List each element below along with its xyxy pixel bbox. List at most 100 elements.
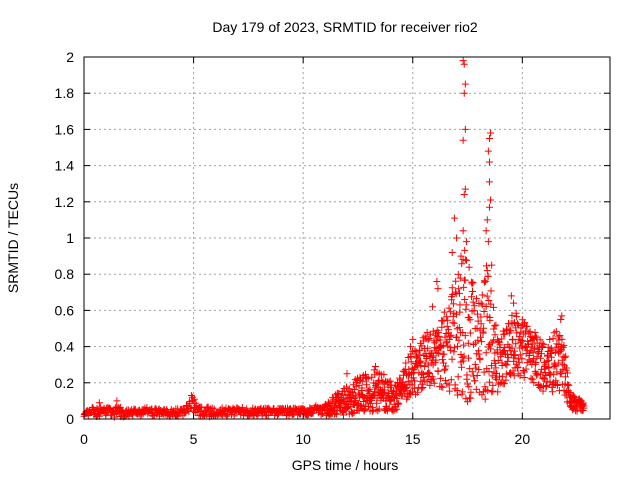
data-point [482,349,490,357]
data-point [471,360,479,368]
data-point [424,344,432,352]
data-point [531,360,539,368]
data-point [416,358,424,366]
data-point [431,339,439,347]
data-point [513,313,521,321]
data-point [498,335,506,343]
data-point [514,363,522,371]
data-point [534,349,542,357]
data-point [507,327,515,335]
data-point [461,256,469,264]
data-point [425,368,433,376]
data-point [480,307,488,315]
data-point [580,402,588,410]
data-point [404,371,412,379]
data-point [525,329,533,337]
data-point [465,354,473,362]
data-point [523,322,531,330]
data-point [484,238,492,246]
data-point [472,295,480,303]
data-point [363,381,371,389]
data-point [469,279,477,287]
data-point [480,324,488,332]
data-point [450,344,458,352]
data-point [343,370,351,378]
data-point [495,372,503,380]
y-tick-label: 0 [66,411,74,427]
data-point [483,292,491,300]
data-point [508,311,516,319]
data-point [536,336,544,344]
data-point [482,303,490,311]
data-point [487,362,495,370]
data-point [423,378,431,386]
data-point [417,377,425,385]
data-point [558,312,566,320]
data-point [531,328,539,336]
data-point [187,391,195,399]
data-point [445,336,453,344]
data-point [359,377,367,385]
data-point [477,313,485,321]
data-point [375,376,383,384]
data-point [508,335,516,343]
data-point [545,364,553,372]
data-point [407,343,415,351]
data-point [489,303,497,311]
data-point [451,288,459,296]
data-point [394,399,402,407]
data-point [364,375,372,383]
data-point [448,296,456,304]
data-point [519,337,527,345]
data-point [410,384,418,392]
data-point [432,337,440,345]
data-point [500,380,508,388]
data-point [485,341,493,349]
data-point [450,319,458,327]
data-point [374,407,382,415]
data-point [530,379,538,387]
data-point [448,284,456,292]
data-point [532,332,540,340]
data-point [190,395,198,403]
data-point [443,322,451,330]
data-point [459,227,467,235]
data-point [429,352,437,360]
data-point [532,334,540,342]
data-point [455,285,463,293]
data-point [485,378,493,386]
data-point [557,315,565,323]
data-point [430,379,438,387]
data-point [468,368,476,376]
data-point [263,411,271,419]
data-point [540,340,548,348]
data-point [492,374,500,382]
data-point [459,136,467,144]
data-point [198,403,206,411]
data-point [539,374,547,382]
data-point [503,361,511,369]
data-point [371,363,379,371]
data-point [413,363,421,371]
data-point [525,351,533,359]
data-point [515,333,523,341]
data-point [471,377,479,385]
data-point [191,408,199,416]
data-point [542,381,550,389]
data-point [472,385,480,393]
data-point [491,359,499,367]
data-point [414,388,422,396]
data-point [557,370,565,378]
data-point [446,387,454,395]
y-axis-label: SRMTID / TECUs [5,183,21,293]
data-point [554,333,562,341]
data-point [443,313,451,321]
x-tick-label: 10 [295,431,311,447]
data-point [450,214,458,222]
data-point [456,308,464,316]
data-point [478,338,486,346]
data-point [129,411,137,419]
data-point [464,398,472,406]
data-point [131,405,139,413]
data-point [560,341,568,349]
